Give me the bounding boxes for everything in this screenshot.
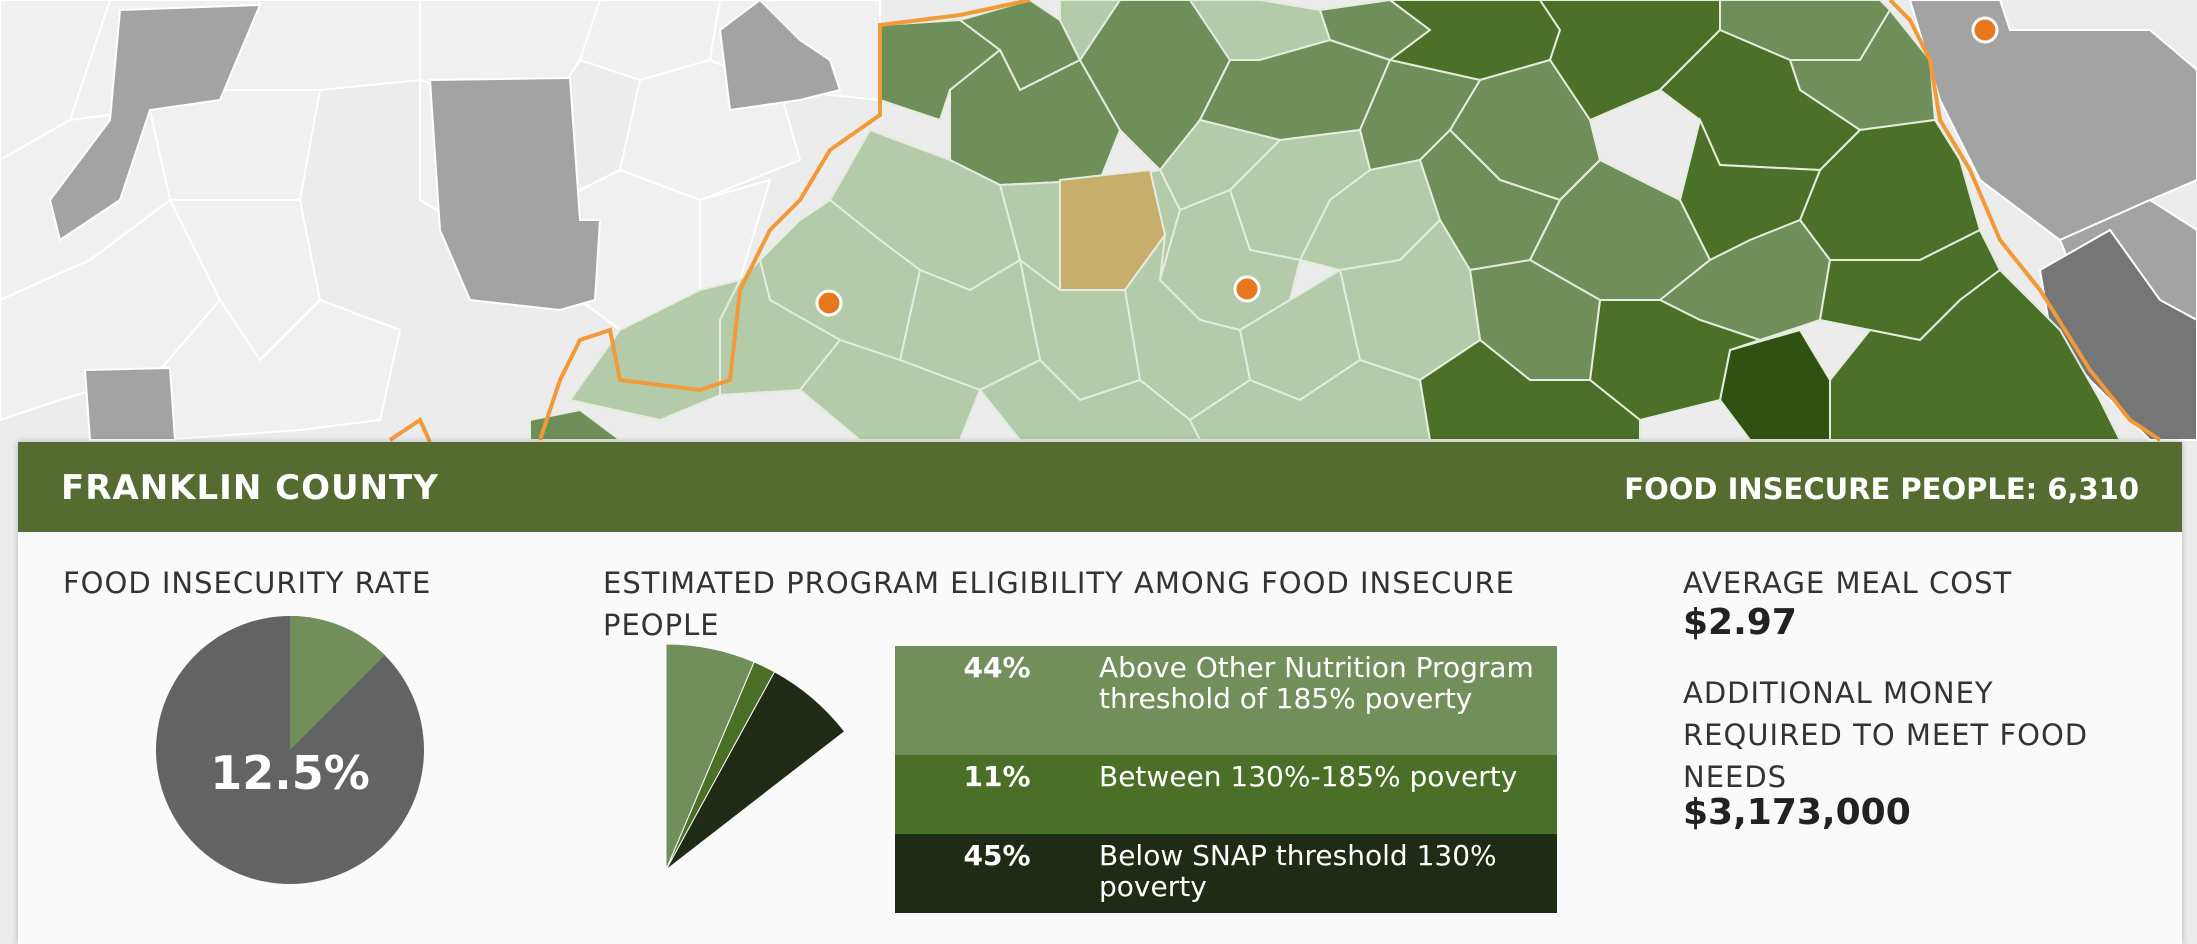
county[interactable] bbox=[1829, 268, 2122, 441]
eligibility-text: Above Other Nutrition Program threshold … bbox=[1099, 651, 1534, 715]
eligibility-pct: 44% bbox=[963, 651, 1031, 684]
county[interactable] bbox=[529, 408, 623, 441]
food-insecure-total: FOOD INSECURE PEOPLE: 6,310 bbox=[1624, 472, 2139, 506]
eligibility-pct: 45% bbox=[963, 839, 1031, 872]
eligibility-table: 44% Above Other Nutrition Program thresh… bbox=[895, 646, 1557, 913]
county[interactable] bbox=[1059, 0, 1122, 62]
state-border bbox=[538, 0, 1031, 441]
additional-money-label: ADDITIONAL MONEY REQUIRED TO MEET FOOD N… bbox=[1683, 676, 2089, 794]
eligibility-pct: 11% bbox=[963, 760, 1031, 793]
county[interactable] bbox=[1418, 338, 1641, 441]
meal-cost-label: AVERAGE MEAL COST bbox=[1683, 566, 2013, 600]
additional-money-value: $3,173,000 bbox=[1683, 792, 1911, 833]
state-border bbox=[1888, 0, 2162, 442]
county[interactable] bbox=[568, 278, 742, 422]
outside-county-gray bbox=[48, 3, 262, 242]
pie-slice-insecure bbox=[290, 615, 385, 750]
city-marker[interactable] bbox=[815, 289, 843, 317]
eligibility-row: 45% Below SNAP threshold 130% poverty bbox=[895, 834, 1557, 913]
county[interactable] bbox=[798, 338, 982, 441]
eligibility-row: 11% Between 130%-185% poverty bbox=[895, 755, 1557, 834]
eligibility-label: ESTIMATED PROGRAM ELIGIBILITY AMONG FOOD… bbox=[603, 566, 1515, 642]
rate-value: 12.5% bbox=[210, 746, 370, 800]
county-name: FRANKLIN COUNTY bbox=[61, 468, 439, 508]
county-info-panel: FRANKLIN COUNTY FOOD INSECURE PEOPLE: 6,… bbox=[18, 442, 2182, 944]
city-marker[interactable] bbox=[1233, 275, 1261, 303]
meal-cost-value: $2.97 bbox=[1683, 602, 1797, 643]
city-marker[interactable] bbox=[1971, 16, 1999, 44]
outside-county-gray bbox=[83, 366, 177, 441]
eligibility-slice-3 bbox=[665, 671, 846, 871]
food-insecure-label: FOOD INSECURE PEOPLE: bbox=[1624, 472, 2038, 506]
outside-county-gray bbox=[718, 0, 842, 112]
eligibility-text: Between 130%-185% poverty bbox=[1099, 760, 1518, 793]
state-border bbox=[388, 417, 432, 443]
rate-pie-chart: 12.5% bbox=[156, 615, 424, 884]
rate-label: FOOD INSECURITY RATE bbox=[63, 566, 432, 600]
eligibility-row: 44% Above Other Nutrition Program thresh… bbox=[895, 646, 1557, 755]
outside-county-gray bbox=[428, 76, 602, 312]
eligibility-fan-chart bbox=[665, 643, 846, 871]
food-insecure-value: 6,310 bbox=[2047, 472, 2139, 506]
eligibility-text: Below SNAP threshold 130% poverty bbox=[1099, 839, 1497, 903]
outside-county-gray bbox=[1908, 0, 2197, 242]
panel-header: FRANKLIN COUNTY FOOD INSECURE PEOPLE: 6,… bbox=[18, 442, 2182, 532]
